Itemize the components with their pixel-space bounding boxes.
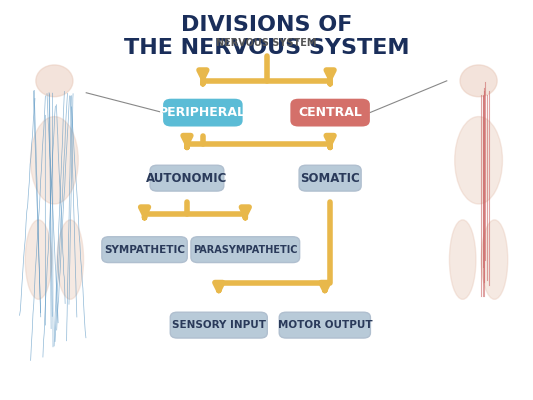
FancyBboxPatch shape: [150, 165, 224, 191]
FancyBboxPatch shape: [191, 237, 300, 262]
FancyBboxPatch shape: [170, 312, 267, 338]
FancyBboxPatch shape: [163, 99, 243, 126]
FancyBboxPatch shape: [299, 165, 361, 191]
Text: DIVISIONS OF
THE NERVOUS SYSTEM: DIVISIONS OF THE NERVOUS SYSTEM: [124, 15, 409, 58]
FancyBboxPatch shape: [102, 237, 187, 262]
Text: PARASYMPATHETIC: PARASYMPATHETIC: [193, 245, 297, 255]
Ellipse shape: [25, 220, 52, 299]
Text: NERVOUS SYSTEM: NERVOUS SYSTEM: [216, 38, 317, 48]
Ellipse shape: [30, 116, 78, 204]
Text: SOMATIC: SOMATIC: [300, 172, 360, 185]
Text: MOTOR OUTPUT: MOTOR OUTPUT: [278, 320, 372, 330]
Ellipse shape: [460, 65, 497, 97]
Ellipse shape: [455, 116, 503, 204]
Ellipse shape: [481, 220, 508, 299]
Ellipse shape: [449, 220, 476, 299]
Text: PERIPHERAL: PERIPHERAL: [159, 106, 246, 119]
Text: SYMPATHETIC: SYMPATHETIC: [104, 245, 185, 255]
Ellipse shape: [57, 220, 84, 299]
Text: CENTRAL: CENTRAL: [298, 106, 362, 119]
Ellipse shape: [36, 65, 73, 97]
Text: AUTONOMIC: AUTONOMIC: [146, 172, 228, 185]
FancyBboxPatch shape: [290, 99, 370, 126]
Text: SENSORY INPUT: SENSORY INPUT: [172, 320, 266, 330]
FancyBboxPatch shape: [279, 312, 370, 338]
